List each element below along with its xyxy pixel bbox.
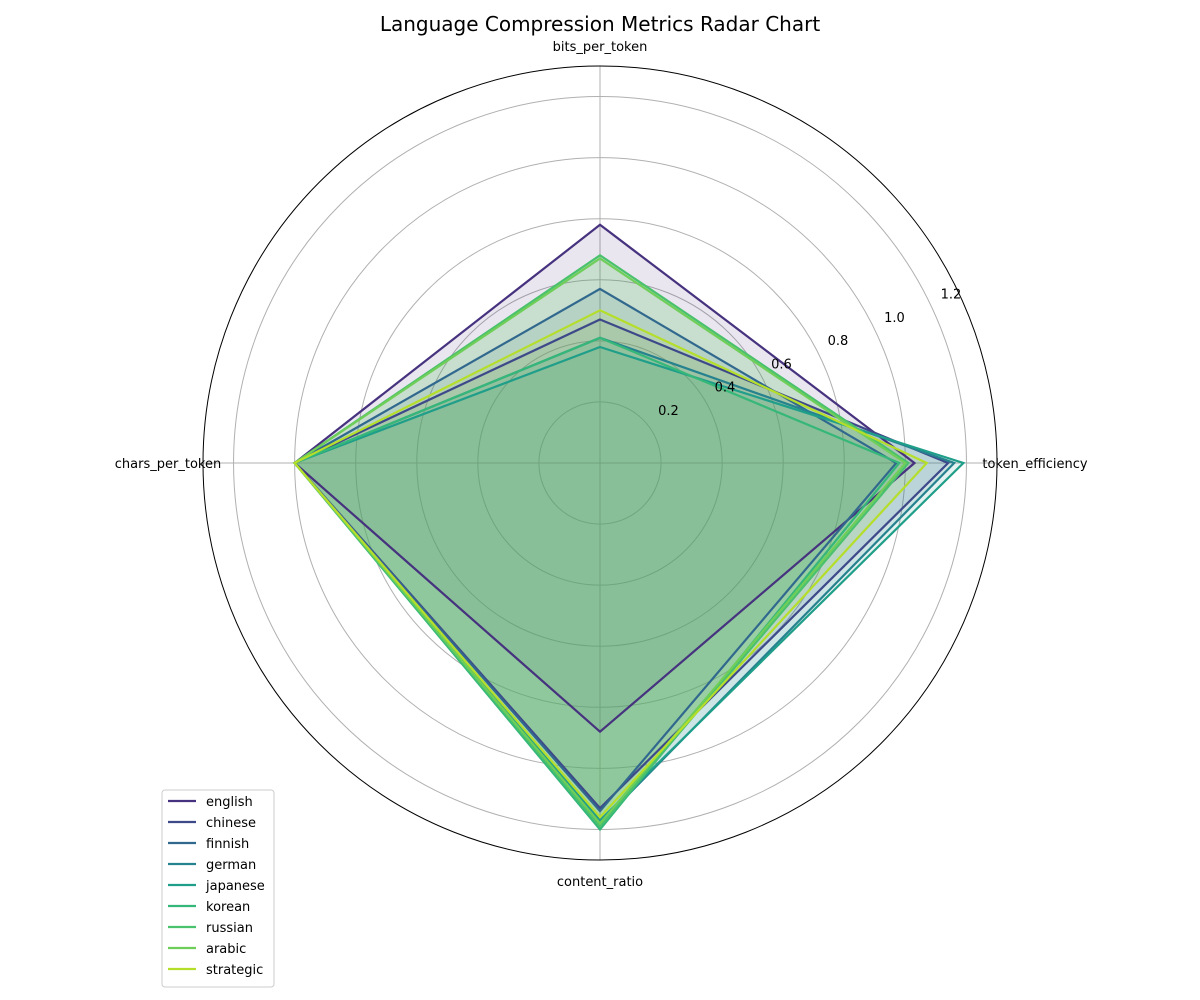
series-fill-chinese <box>294 319 949 809</box>
legend-label-english: english <box>206 795 253 810</box>
legend-box <box>161 789 275 988</box>
r-tick-label: 1.0 <box>884 311 905 326</box>
series-fill-german <box>294 337 955 824</box>
axis-label-content_ratio: content_ratio <box>557 875 643 890</box>
series-fill-english <box>294 224 915 732</box>
series-fill-japanese <box>294 347 964 821</box>
r-tick-label: 0.8 <box>828 334 849 349</box>
legend-label-chinese: chinese <box>206 816 256 831</box>
legend: english chinese finnish german japanese korea… <box>161 789 275 988</box>
outer-frame <box>202 65 998 861</box>
legend-label-korean: korean <box>206 900 250 915</box>
label-layer: 0.2 0.4 0.6 0.8 1.0 1.2 bits_per_token token_ef… <box>115 40 1088 890</box>
legend-label-strategic: strategic <box>206 963 263 978</box>
legend-label-german: german <box>206 858 256 873</box>
legend-label-finnish: finnish <box>206 837 249 852</box>
chart-title: Language Compression Metrics Radar Chart <box>380 12 821 36</box>
legend-label-japanese: japanese <box>205 879 265 894</box>
series-fill-korean <box>294 337 900 830</box>
axis-label-token_efficiency: token_efficiency <box>982 457 1088 472</box>
r-tick-label: 0.4 <box>715 381 736 396</box>
axis-label-bits_per_token: bits_per_token <box>553 40 648 55</box>
r-tick-label: 0.2 <box>658 404 679 419</box>
axis-label-chars_per_token: chars_per_token <box>115 457 221 472</box>
legend-label-russian: russian <box>206 921 253 936</box>
series-fill-strategic <box>294 310 927 818</box>
series-fill-finnish <box>294 288 897 812</box>
series-layer <box>292 223 966 832</box>
series-fill-russian <box>294 255 909 827</box>
r-tick-label: 1.2 <box>941 288 962 303</box>
legend-label-arabic: arabic <box>206 942 246 957</box>
r-tick-label: 0.6 <box>771 357 792 372</box>
